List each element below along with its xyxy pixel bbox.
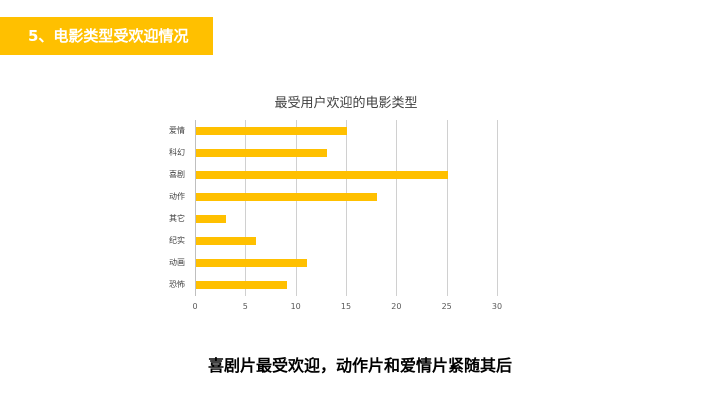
bar — [196, 281, 287, 289]
category-label: 动作 — [169, 192, 185, 201]
gridline — [446, 120, 448, 296]
x-tick-label: 20 — [391, 302, 402, 311]
x-tick-label: 0 — [192, 302, 198, 311]
x-tick-label: 15 — [340, 302, 352, 311]
section-title: 5、电影类型受欢迎情况 — [28, 27, 189, 45]
bar — [196, 149, 327, 157]
category-label: 其它 — [169, 214, 185, 223]
category-label: 喜剧 — [169, 170, 185, 179]
section-title-banner: 5、电影类型受欢迎情况 — [0, 17, 213, 55]
gridline — [245, 120, 247, 296]
gridline — [497, 120, 498, 296]
category-label: 爱情 — [169, 126, 185, 135]
y-axis — [195, 120, 196, 296]
category-label: 纪实 — [169, 236, 185, 245]
category-label: 动画 — [169, 258, 185, 267]
x-tick-label: 5 — [242, 302, 248, 311]
bar — [196, 171, 448, 179]
x-tick-label: 30 — [491, 302, 503, 311]
gridline — [396, 120, 398, 296]
chart-title: 最受用户欢迎的电影类型 — [274, 96, 418, 111]
conclusion-text: 喜剧片最受欢迎，动作片和爱情片紧随其后 — [207, 356, 512, 375]
bar — [196, 127, 347, 135]
plot-area — [195, 120, 498, 296]
bar — [196, 259, 307, 267]
x-tick-label: 25 — [441, 302, 452, 311]
bar — [196, 193, 378, 201]
gridline — [295, 120, 297, 296]
category-label: 恐怖 — [169, 280, 185, 289]
category-label: 科幻 — [169, 148, 185, 157]
bar — [196, 237, 257, 245]
gridline — [346, 120, 347, 296]
x-tick-label: 10 — [290, 302, 301, 311]
bar — [196, 215, 227, 223]
